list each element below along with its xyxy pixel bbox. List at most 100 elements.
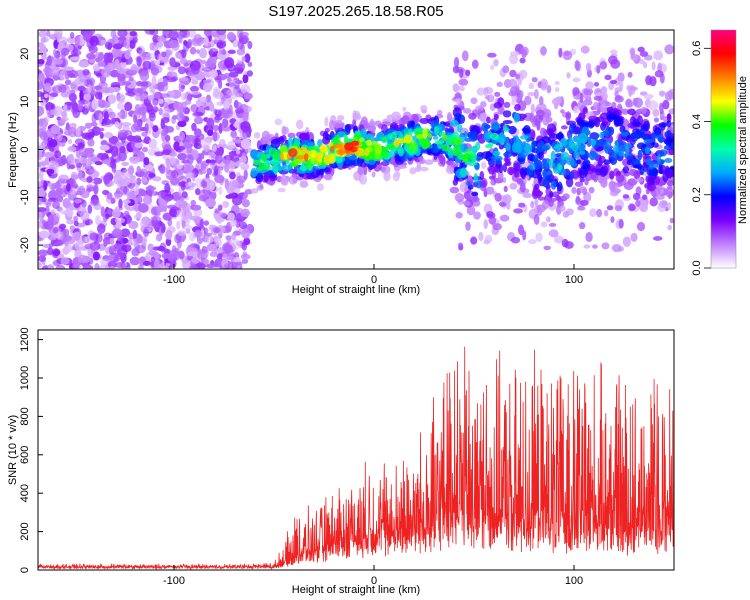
spectrogram-cell (52, 259, 61, 267)
spectrogram-cell (95, 233, 103, 243)
spectrogram-cell (110, 197, 116, 205)
spectrogram-cell (328, 120, 336, 131)
spectrogram-cell (100, 139, 108, 147)
colorbar-frame (710, 29, 737, 269)
colorbar-tick-label: 0.2 (691, 187, 703, 202)
spectrogram-cell (584, 177, 589, 186)
spectrogram-cell (70, 99, 77, 109)
spectrogram-cell (187, 251, 196, 257)
spectrogram-cell (134, 142, 144, 149)
spectrogram-cell (230, 238, 241, 250)
spectrogram-cell (38, 149, 43, 161)
spectrogram-cell (222, 201, 230, 208)
spectrogram-cell (40, 99, 47, 107)
spectrogram-cell (50, 182, 62, 189)
spectrogram-cell (169, 157, 177, 165)
spectrogram-cell (333, 120, 344, 129)
spectrogram-cell (218, 47, 226, 55)
spectrogram-cell (367, 120, 377, 127)
spectrogram-cell (41, 196, 47, 203)
spectrogram-cell (200, 163, 207, 170)
spectrogram-cell (502, 65, 510, 74)
spectrogram-cell (148, 138, 157, 150)
spectrogram-cell (305, 160, 312, 169)
spectrogram-cell (159, 163, 166, 175)
spectrogram-cell (557, 164, 563, 170)
spectrogram-y-tick-label: -10 (19, 189, 31, 205)
spectrogram-cell (177, 145, 186, 151)
spectrogram-cell (476, 87, 485, 96)
spectrogram-cell (530, 200, 535, 209)
spectrogram-cell (54, 150, 62, 159)
spectrogram-cell (578, 132, 588, 144)
spectrogram-cell (537, 209, 543, 216)
spectrogram-cell (486, 116, 491, 124)
spectrogram-cell (66, 104, 71, 110)
spectrogram-cell (503, 151, 513, 158)
spectrogram-cell (140, 81, 149, 87)
spectrogram-cell (82, 108, 89, 114)
spectrogram-cell (186, 144, 193, 154)
spectrogram-cell (577, 205, 586, 211)
spectrogram-cell (38, 221, 43, 229)
colorbar-ticks: 0.0 0.2 0.4 0.6 (691, 41, 711, 276)
spectrogram-cell (209, 49, 214, 57)
spectrogram-cell (84, 122, 92, 129)
spectrogram-cell (329, 145, 335, 153)
spectrogram-cell (209, 159, 217, 164)
spectrogram-cell (89, 90, 97, 96)
spectrogram-cell (151, 215, 162, 224)
spectrogram-cell (189, 46, 197, 55)
spectrogram-cell (195, 188, 201, 196)
spectrogram-cell (636, 221, 646, 232)
spectrogram-cell (127, 69, 138, 75)
spectrogram-cell (635, 178, 644, 183)
spectrogram-x-ticks: -100 0 100 (163, 264, 583, 286)
spectrogram-cell (615, 170, 622, 176)
spectrogram-cell (287, 132, 296, 139)
spectrogram-cell (202, 79, 208, 84)
spectrogram-cell (60, 154, 67, 166)
spectrogram-cell (77, 101, 84, 112)
spectrogram-cell (162, 107, 171, 118)
spectrogram-cell (120, 122, 132, 127)
spectrogram-cell (68, 92, 77, 102)
spectrogram-cell (639, 59, 645, 65)
spectrogram-cell (627, 71, 633, 78)
spectrogram-cell (589, 208, 597, 218)
spectrogram-cell (601, 242, 610, 250)
spectrogram-cell (46, 264, 55, 269)
colorbar-tick-label: 0.6 (691, 41, 703, 56)
spectrogram-cell (164, 49, 171, 58)
spectrogram-cell (518, 224, 524, 236)
spectrogram-cell (542, 179, 550, 188)
spectrogram-cell (546, 128, 554, 135)
spectrogram-cell (208, 151, 216, 157)
spectrogram-cell (94, 85, 102, 91)
spectrogram-cell (121, 244, 132, 253)
spectrogram-cell (631, 158, 641, 165)
spectrogram-cell (658, 163, 663, 174)
spectrogram-cell (593, 81, 600, 87)
spectrogram-x-tick-label: 100 (565, 274, 583, 286)
spectrogram-cell (434, 126, 440, 136)
spectrogram-cell (558, 47, 563, 58)
spectrogram-cell (515, 74, 521, 80)
spectrogram-cell (209, 190, 217, 201)
spectrogram-cell (389, 122, 399, 131)
spectrogram-cell (277, 187, 286, 193)
spectrogram-cell (571, 186, 577, 194)
spectrogram-cell (111, 228, 123, 238)
spectrogram-cell (642, 133, 649, 141)
spectrogram-cell (449, 186, 460, 194)
spectrogram-cell (227, 31, 235, 41)
spectrogram-cell (307, 142, 316, 147)
spectrogram-cell (475, 105, 484, 113)
spectrogram-cell (502, 162, 508, 173)
spectrogram-cell (117, 30, 128, 38)
spectrogram-cell (230, 153, 240, 163)
spectrogram-cell (488, 94, 494, 102)
spectrogram-cell (531, 76, 538, 83)
spectrogram-cell (161, 51, 167, 58)
spectrogram-cell (117, 36, 127, 41)
